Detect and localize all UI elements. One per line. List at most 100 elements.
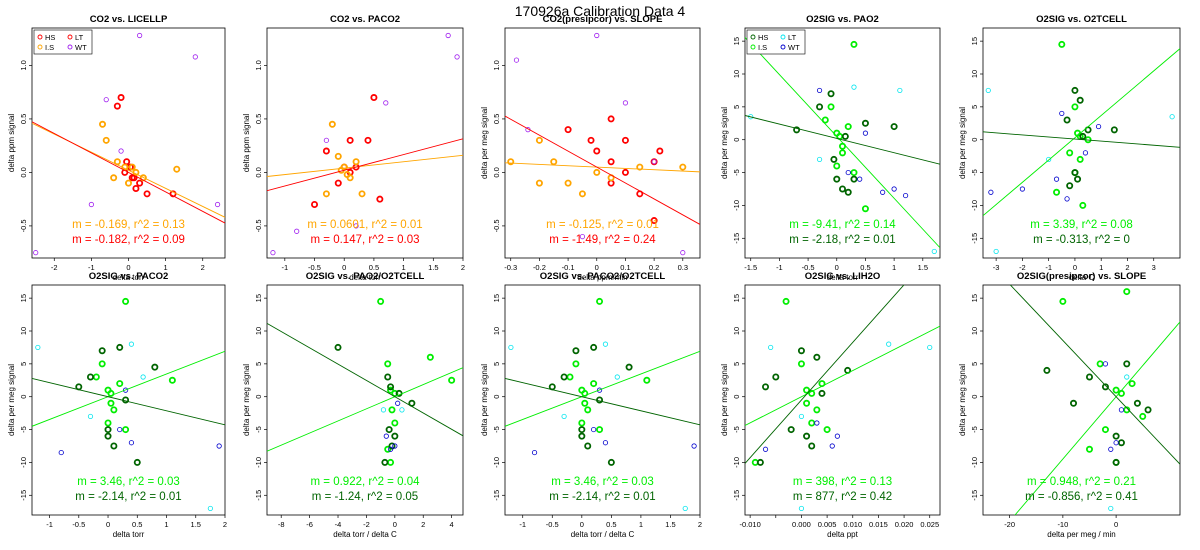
fit-annotation: m = 398, r^2 = 0.13 (793, 476, 892, 488)
x-axis-label: delta torr (349, 273, 381, 282)
y-tick-label: 5 (492, 362, 501, 366)
data-point-green (387, 458, 395, 466)
data-point-green (827, 103, 835, 111)
data-point-darkgreen (839, 185, 847, 193)
data-point-red (169, 190, 177, 198)
data-point-orange (328, 120, 336, 128)
data-point-green (821, 116, 829, 124)
data-point-blue (691, 443, 697, 449)
data-point-purple (103, 97, 109, 103)
data-point-darkgreen (808, 442, 816, 450)
y-tick-label: -10 (492, 457, 501, 468)
y-tick-label: -15 (970, 490, 979, 501)
y-tick-label: 0.5 (19, 114, 28, 124)
data-point-cyan (1108, 505, 1114, 512)
y-axis-label: delta ppm signal (7, 114, 16, 172)
data-point-darkgreen (391, 432, 399, 440)
data-point-green (1112, 386, 1120, 394)
fit-annotation: m = 3.46, r^2 = 0.03 (551, 476, 654, 488)
y-tick-label: 15 (732, 37, 741, 45)
data-point-green (808, 389, 816, 397)
data-point-green (590, 380, 598, 388)
x-axis-label: delta torr / delta C (571, 530, 635, 539)
data-point-green (1076, 155, 1084, 163)
y-tick-label: -10 (970, 200, 979, 211)
data-point-darkgreen (861, 119, 869, 127)
y-tick-label: 15 (492, 294, 501, 302)
chart-title: CO2 vs. PACO2 (330, 14, 400, 25)
data-point-green (808, 419, 816, 427)
y-axis-label: delta per meg signal (480, 364, 489, 436)
data-point-green (572, 360, 580, 368)
data-point-darkgreen (625, 363, 633, 371)
data-point-green (1096, 360, 1104, 368)
legend-label: WT (75, 43, 87, 52)
x-tick-label: 0.005 (818, 520, 837, 529)
data-point-orange (564, 179, 572, 187)
fit-line-1 (505, 162, 700, 173)
data-point-cyan (1124, 374, 1130, 380)
x-tick-label: -0.1 (562, 263, 575, 272)
data-point-darkgreen (818, 389, 826, 397)
data-point-cyan (128, 341, 135, 347)
data-point-green (1085, 445, 1093, 453)
data-point-green (1079, 201, 1087, 209)
legend-marker (750, 34, 756, 40)
data-point-darkgreen (1133, 399, 1141, 407)
data-point-red (334, 179, 342, 187)
x-axis-label: delta ppm/min (577, 273, 627, 282)
data-point-green (1139, 412, 1147, 420)
data-point-green (839, 142, 847, 150)
x-axis-label: delta torr (113, 273, 145, 282)
data-point-darkgreen (890, 123, 898, 131)
data-point-blue (216, 443, 222, 449)
y-tick-label: 0 (254, 395, 263, 399)
x-tick-label: 1.5 (191, 520, 201, 529)
x-axis-label: delta C (1069, 273, 1095, 282)
x-axis-label: delta torr / delta C (333, 530, 397, 539)
data-point-red (656, 147, 664, 155)
data-point-green (578, 419, 586, 427)
data-point-cyan (380, 407, 387, 413)
data-point-blue (891, 186, 897, 192)
x-tick-label: 1 (1099, 263, 1103, 272)
x-tick-label: -1 (46, 520, 53, 529)
data-point-darkgreen (816, 103, 824, 111)
y-tick-label: 10 (970, 327, 979, 335)
data-point-cyan (614, 374, 620, 380)
fit-annotation: m = -2.18, r^2 = 0.01 (789, 234, 895, 246)
data-point-darkgreen (151, 363, 159, 371)
data-point-green (782, 297, 790, 305)
x-tick-label: 2 (421, 520, 425, 529)
data-point-darkgreen (116, 343, 124, 351)
data-point-green (803, 386, 811, 394)
data-point-green (388, 406, 396, 414)
y-tick-label: 1.0 (19, 60, 28, 70)
x-tick-label: 2 (1125, 263, 1129, 272)
plot-area (267, 32, 463, 256)
x-tick-label: 0 (342, 263, 346, 272)
y-tick-label: 10 (732, 70, 741, 78)
data-point-green (387, 386, 395, 394)
data-point-darkgreen (1144, 406, 1152, 414)
x-tick-label: 1 (892, 263, 896, 272)
data-point-green (122, 426, 130, 434)
chart-panel-9: O2SIG vs. LIH2O -0.010 0.000 0.005 0.010 0.01… (720, 271, 941, 539)
data-point-cyan (1169, 114, 1175, 120)
data-point-green (1059, 297, 1067, 305)
data-point-cyan (207, 505, 213, 512)
x-axis-label: delta torr (113, 530, 145, 539)
data-point-red (607, 179, 615, 187)
data-point-green (384, 445, 392, 453)
data-point-darkgreen (104, 432, 112, 440)
fit-line-1 (745, 325, 940, 426)
data-point-darkgreen (98, 347, 106, 355)
fit-annotation: m = -0.125, r^2 = 0.01 (546, 219, 659, 231)
data-point-red (621, 136, 629, 144)
data-point-darkgreen (104, 426, 112, 434)
fit-line-2 (983, 131, 1180, 148)
data-point-darkgreen (385, 426, 393, 434)
y-tick-label: 15 (732, 294, 741, 302)
data-point-orange (535, 136, 543, 144)
